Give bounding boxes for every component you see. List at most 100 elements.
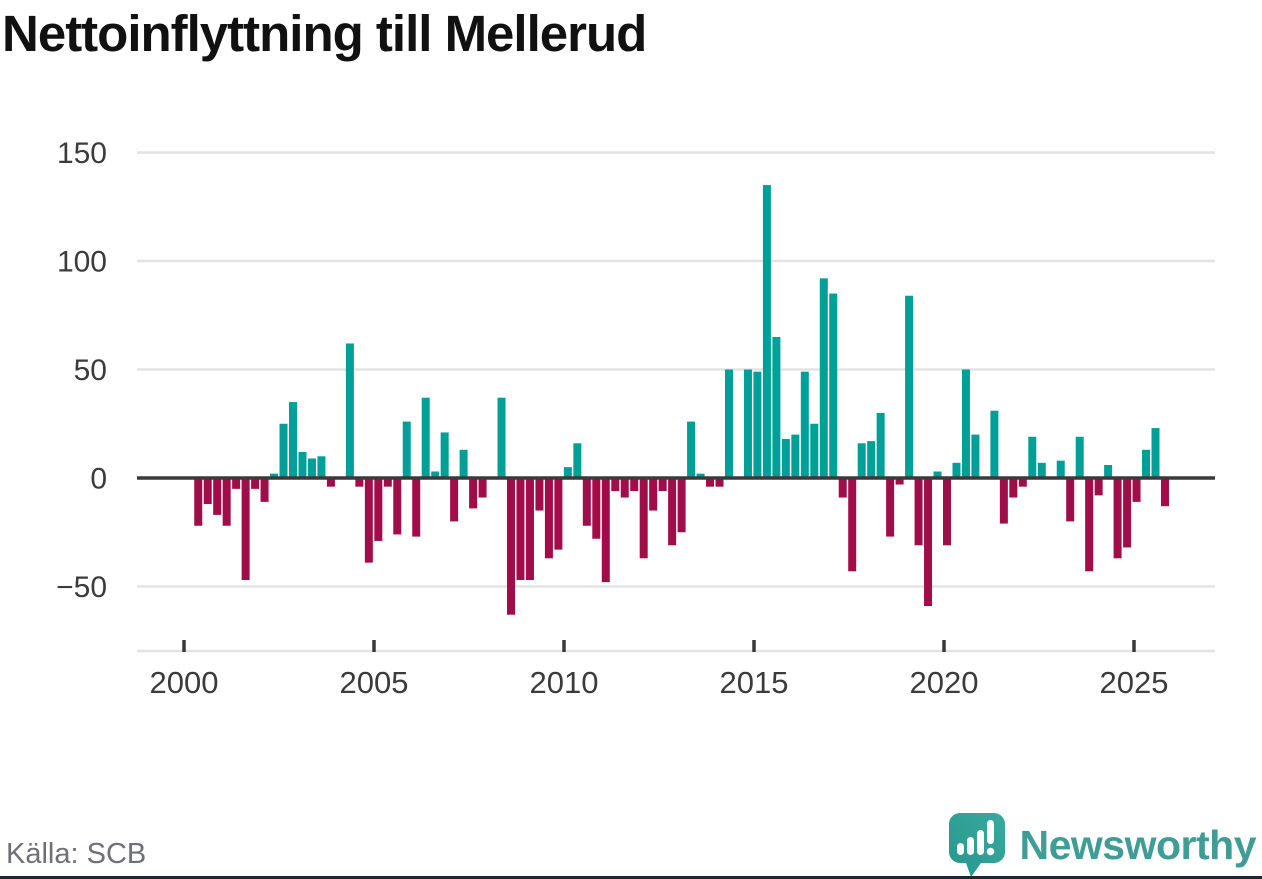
x-tick-label: 2000	[150, 665, 219, 700]
bar	[999, 478, 1008, 524]
x-tick-label: 2010	[530, 665, 599, 700]
bar	[677, 478, 686, 533]
bar	[895, 478, 904, 485]
bar	[194, 478, 203, 526]
bar	[867, 441, 876, 478]
bar	[630, 478, 639, 492]
bar	[620, 478, 629, 498]
bar	[251, 478, 260, 489]
bar	[905, 295, 914, 478]
x-tick-label: 2005	[340, 665, 409, 700]
bar	[696, 473, 705, 478]
bar	[639, 478, 648, 559]
bar	[772, 336, 781, 478]
bar	[876, 412, 885, 478]
bar	[649, 478, 658, 511]
bar	[497, 397, 506, 478]
x-tick-label: 2020	[910, 665, 979, 700]
bar	[753, 371, 762, 478]
bar	[781, 438, 790, 478]
bar	[279, 423, 288, 478]
bar	[800, 371, 809, 478]
x-tick-label: 2025	[1100, 665, 1169, 700]
bar	[1151, 428, 1160, 478]
bar	[374, 478, 383, 541]
bar	[961, 369, 970, 478]
bar	[450, 478, 459, 522]
bar	[1028, 436, 1037, 478]
bar	[791, 434, 800, 478]
bar	[952, 462, 961, 478]
bar	[222, 478, 231, 526]
newsworthy-logo-text: Newsworthy	[1019, 821, 1257, 868]
bar	[762, 185, 771, 479]
bar	[516, 478, 525, 580]
bar	[345, 343, 354, 478]
bar	[601, 478, 610, 583]
y-tick-label: 0	[90, 463, 107, 496]
bar	[1085, 478, 1094, 572]
bar	[810, 423, 819, 478]
y-tick-label: 150	[57, 137, 107, 170]
bar	[1104, 464, 1113, 478]
bar	[213, 478, 222, 515]
bar	[990, 410, 999, 478]
bar	[819, 278, 828, 478]
bar	[582, 478, 591, 526]
bar	[1018, 478, 1027, 487]
bar	[440, 432, 449, 478]
bar	[298, 451, 307, 478]
bar	[829, 293, 838, 478]
bar	[725, 369, 733, 478]
bar	[706, 478, 715, 487]
bar	[1160, 478, 1169, 507]
bar	[857, 443, 866, 478]
bar	[355, 478, 364, 487]
bar	[383, 478, 392, 487]
bar	[431, 471, 440, 478]
source-note: Källa: SCB	[6, 838, 147, 870]
y-tick-label: −50	[56, 571, 107, 604]
bar	[933, 471, 942, 478]
bar	[914, 478, 923, 546]
bar	[971, 434, 980, 478]
bar	[317, 456, 326, 478]
bar	[1056, 460, 1065, 478]
bar	[260, 478, 269, 502]
bar	[942, 478, 951, 546]
bottom-edge-strip	[0, 876, 1262, 879]
bar	[658, 478, 667, 492]
bar	[289, 402, 298, 478]
x-tick-label: 2015	[720, 665, 789, 700]
bar	[668, 478, 677, 546]
newsworthy-pin-icon	[948, 813, 1005, 877]
bar	[478, 478, 487, 498]
y-tick-label: 100	[57, 246, 107, 279]
bar	[469, 478, 478, 509]
bar	[554, 478, 563, 550]
bar	[535, 478, 544, 511]
bar	[241, 478, 250, 580]
bar	[544, 478, 553, 559]
bar	[1037, 462, 1046, 478]
chart-title: Nettoinflyttning till Mellerud	[2, 5, 647, 62]
bar	[421, 397, 430, 478]
bar	[1113, 478, 1122, 559]
bar	[203, 478, 212, 505]
bar	[1009, 478, 1018, 498]
bar	[393, 478, 402, 535]
bar	[611, 478, 620, 492]
bar	[1142, 449, 1151, 478]
bar	[270, 473, 279, 478]
bar	[326, 478, 335, 487]
bar	[1094, 478, 1103, 496]
newsworthy-logo: Newsworthy	[948, 812, 1257, 878]
bar	[1132, 478, 1141, 502]
bar	[838, 478, 847, 498]
bar	[715, 478, 724, 487]
bar	[924, 478, 933, 607]
bar	[687, 421, 696, 478]
bar	[848, 478, 857, 572]
